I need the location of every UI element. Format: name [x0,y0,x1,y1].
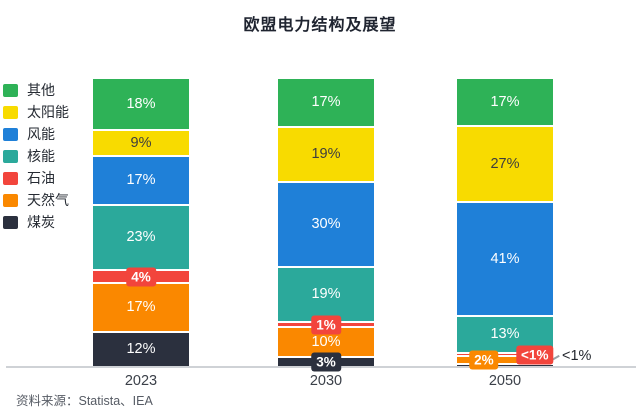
legend-swatch [3,149,18,163]
legend-swatch [3,83,18,97]
legend-label: 核能 [27,148,55,164]
bar-segment: 9% [93,130,189,156]
legend-item: 煤炭 [3,215,69,229]
segment-label: 12% [126,341,156,358]
legend-label: 煤炭 [27,214,55,230]
legend-swatch [3,215,18,229]
segment-label: 17% [490,93,520,110]
segment-badge: 1% [311,315,341,334]
segment-label: 27% [490,155,520,172]
segment-label: 17% [126,172,156,189]
segment-badge: 4% [126,267,156,287]
bar-segment: 17% [93,284,189,331]
segment-label: 13% [490,326,520,343]
bar-column: 18% 9% 17% 23% 4% 17% 12% 2023 [93,79,189,389]
source-note: 资料来源：Statista、IEA [16,394,153,408]
legend-item: 太阳能 [3,105,69,119]
legend-swatch [3,171,18,185]
segment-label: 9% [130,134,152,151]
chart-title: 欧盟电力结构及展望 [243,17,397,34]
bar-segment: 17% [457,79,553,126]
segment-label: 19% [311,146,341,163]
bar-segment: 3% [278,352,374,372]
bar-segment: 18% [93,79,189,129]
bar-segment: 19% [278,128,374,181]
bar-segment: 30% [278,183,374,267]
legend-item: 石油 [3,171,69,185]
legend-item: 风能 [3,127,69,141]
bar-segment: 12% [93,333,189,366]
legend-item: 天然气 [3,193,69,207]
bar-column: 17% 19% 30% 19% 1% 10% 3% 2030 [278,79,374,389]
legend-item: 其他 [3,83,69,97]
segment-badge: <1% [516,345,554,365]
segment-label: 17% [126,299,156,316]
bar-segment: 17% [93,157,189,204]
x-axis-label: 2050 [488,373,522,389]
bar-segment: 27% [457,127,553,202]
legend-swatch [3,127,18,141]
segment-badge: 2% [469,350,499,370]
segment-label: 17% [311,94,341,111]
x-axis-label: 2023 [124,373,158,389]
legend-label: 太阳能 [27,104,69,120]
legend: 其他太阳能风能核能石油天然气煤炭 [3,83,69,229]
bar-segment: 2% [457,350,553,370]
bar-segment: 4% [93,267,189,287]
segment-label: 23% [126,229,156,246]
legend-label: 风能 [27,126,55,142]
legend-swatch [3,193,18,207]
bar-column: 17% 27% 41% 13% <1% 2% <1% 2050 [457,79,591,389]
legend-swatch [3,105,18,119]
bar-segment: 19% [278,268,374,322]
segment-label: 19% [311,286,341,303]
bar-segment: 17% [278,79,374,127]
segment-label: 41% [490,250,520,267]
legend-label: 其他 [27,82,55,98]
outside-label: <1% [562,348,592,364]
legend-item: 核能 [3,149,69,163]
legend-label: 天然气 [27,192,69,208]
bar-segment: 1% [278,315,374,334]
segment-badge: 3% [311,352,341,372]
segment-label: 18% [126,95,156,112]
x-axis-label: 2030 [309,373,343,389]
bar-segment: <1% [457,345,554,365]
legend-label: 石油 [27,170,55,186]
bar-segment: 23% [93,206,189,270]
bar-segment: 41% [457,203,553,315]
segment-label: 30% [311,216,341,233]
bar-segment [457,364,553,366]
segment-label: 10% [311,333,341,350]
